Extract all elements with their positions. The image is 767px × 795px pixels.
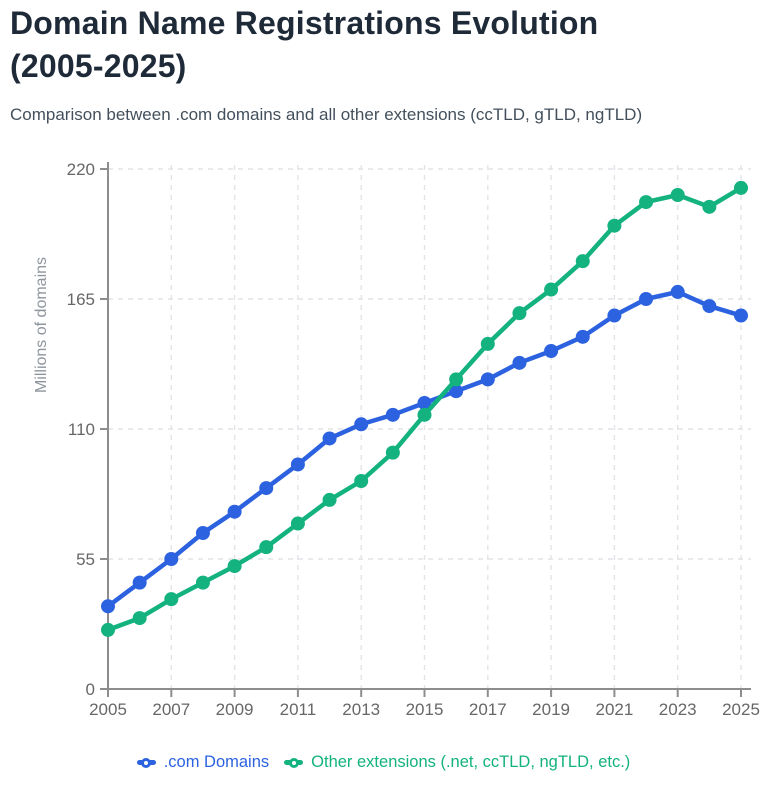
data-point-other-extensions-net-cctld-ngtld-etc-2018[interactable] (512, 306, 527, 321)
data-point-other-extensions-net-cctld-ngtld-etc-2011[interactable] (290, 516, 305, 531)
data-point-com-domains-2010[interactable] (259, 481, 274, 496)
data-point-com-domains-2006[interactable] (132, 575, 147, 590)
data-point-com-domains-2023[interactable] (670, 284, 685, 299)
data-point-com-domains-2009[interactable] (227, 504, 242, 519)
series-com-domains (101, 284, 748, 614)
data-point-com-domains-2007[interactable] (164, 552, 179, 566)
data-point-com-domains-2020[interactable] (575, 329, 590, 344)
data-point-com-domains-2018[interactable] (512, 355, 527, 370)
y-tick-label: 220 (67, 160, 95, 179)
title-line-1: Domain Name Registrations Evolution (10, 5, 599, 41)
data-point-com-domains-2016[interactable] (449, 384, 464, 399)
x-tick-label: 2011 (280, 700, 317, 719)
data-point-com-domains-2011[interactable] (290, 457, 305, 472)
x-tick-label: 2017 (469, 700, 507, 719)
x-tick-label: 2013 (342, 700, 380, 719)
x-tick-label: 2023 (659, 700, 697, 719)
x-tick-label: 2005 (89, 700, 127, 719)
com-domains-legend-dot-icon (141, 757, 152, 768)
page-title: Domain Name Registrations Evolution (2005… (10, 2, 755, 88)
x-tick-label: 2007 (152, 700, 190, 719)
y-tick-label: 110 (68, 420, 95, 439)
data-point-com-domains-2005[interactable] (101, 599, 115, 614)
com-domains-legend-marker-icon (136, 757, 156, 768)
data-point-com-domains-2021[interactable] (607, 308, 622, 323)
other-extensions-legend-marker-icon (284, 757, 304, 768)
legend-label-com-domains: .com Domains (163, 753, 270, 771)
data-point-other-extensions-net-cctld-ngtld-etc-2007[interactable] (164, 592, 179, 607)
legend-item-com-domains[interactable]: .com Domains (136, 753, 270, 772)
data-point-other-extensions-net-cctld-ngtld-etc-2023[interactable] (670, 188, 685, 202)
x-tick-label: 2025 (722, 700, 760, 719)
data-point-other-extensions-net-cctld-ngtld-etc-2022[interactable] (639, 195, 654, 210)
data-point-other-extensions-net-cctld-ngtld-etc-2021[interactable] (607, 218, 622, 233)
data-point-other-extensions-net-cctld-ngtld-etc-2016[interactable] (449, 372, 464, 387)
data-point-com-domains-2024[interactable] (702, 299, 717, 314)
data-point-com-domains-2025[interactable] (734, 308, 748, 323)
axes: 0 55 110 165 220 2005 2007 2009 2011 2013 2015 2017… (67, 160, 760, 719)
data-point-other-extensions-net-cctld-ngtld-etc-2025[interactable] (734, 180, 748, 195)
data-point-com-domains-2022[interactable] (639, 292, 654, 306)
y-tick-label: 0 (86, 680, 95, 699)
data-point-other-extensions-net-cctld-ngtld-etc-2015[interactable] (417, 407, 432, 422)
data-point-other-extensions-net-cctld-ngtld-etc-2005[interactable] (101, 622, 115, 637)
series-other-extensions-net-cctld-ngtld-etc (101, 180, 748, 637)
data-point-com-domains-2017[interactable] (480, 372, 495, 387)
data-point-other-extensions-net-cctld-ngtld-etc-2013[interactable] (354, 474, 369, 488)
y-tick-label: 165 (67, 290, 95, 309)
y-tick-label: 55 (76, 550, 95, 569)
data-point-other-extensions-net-cctld-ngtld-etc-2008[interactable] (195, 575, 210, 590)
gridlines (108, 165, 751, 689)
data-point-com-domains-2008[interactable] (195, 526, 210, 540)
title-line-2: (2005-2025) (10, 48, 187, 84)
x-tick-label: 2019 (532, 700, 570, 719)
data-point-other-extensions-net-cctld-ngtld-etc-2010[interactable] (259, 540, 274, 555)
legend-item-other-extensions[interactable]: Other extensions (.net, ccTLD, ngTLD, et… (284, 753, 630, 772)
y-axis-title: Millions of domains (33, 257, 50, 393)
x-tick-label: 2021 (595, 700, 633, 719)
data-point-other-extensions-net-cctld-ngtld-etc-2012[interactable] (322, 492, 337, 507)
data-point-other-extensions-net-cctld-ngtld-etc-2006[interactable] (132, 611, 147, 626)
data-point-other-extensions-net-cctld-ngtld-etc-2019[interactable] (544, 282, 559, 297)
x-tick-label: 2009 (216, 700, 254, 719)
data-point-other-extensions-net-cctld-ngtld-etc-2017[interactable] (480, 336, 495, 351)
data-point-other-extensions-net-cctld-ngtld-etc-2020[interactable] (575, 254, 590, 269)
data-point-com-domains-2013[interactable] (354, 417, 369, 432)
chart-legend: .com Domains Other extensions (.net, ccT… (0, 753, 767, 772)
data-point-com-domains-2019[interactable] (544, 344, 559, 358)
data-point-com-domains-2015[interactable] (417, 396, 432, 410)
data-point-other-extensions-net-cctld-ngtld-etc-2009[interactable] (227, 559, 242, 574)
data-point-com-domains-2014[interactable] (385, 407, 400, 422)
x-tick-label: 2015 (406, 700, 444, 719)
legend-label-other-extensions: Other extensions (.net, ccTLD, ngTLD, et… (311, 753, 631, 771)
other-extensions-legend-dot-icon (288, 757, 299, 768)
page-subtitle: Comparison between .com domains and all … (10, 105, 643, 124)
data-point-other-extensions-net-cctld-ngtld-etc-2024[interactable] (702, 199, 717, 214)
data-point-other-extensions-net-cctld-ngtld-etc-2014[interactable] (385, 445, 400, 460)
data-point-com-domains-2012[interactable] (322, 431, 337, 446)
